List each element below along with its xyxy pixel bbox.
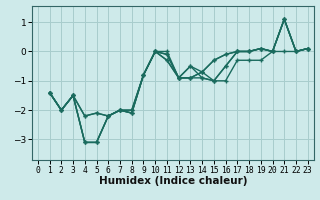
X-axis label: Humidex (Indice chaleur): Humidex (Indice chaleur) xyxy=(99,176,247,186)
